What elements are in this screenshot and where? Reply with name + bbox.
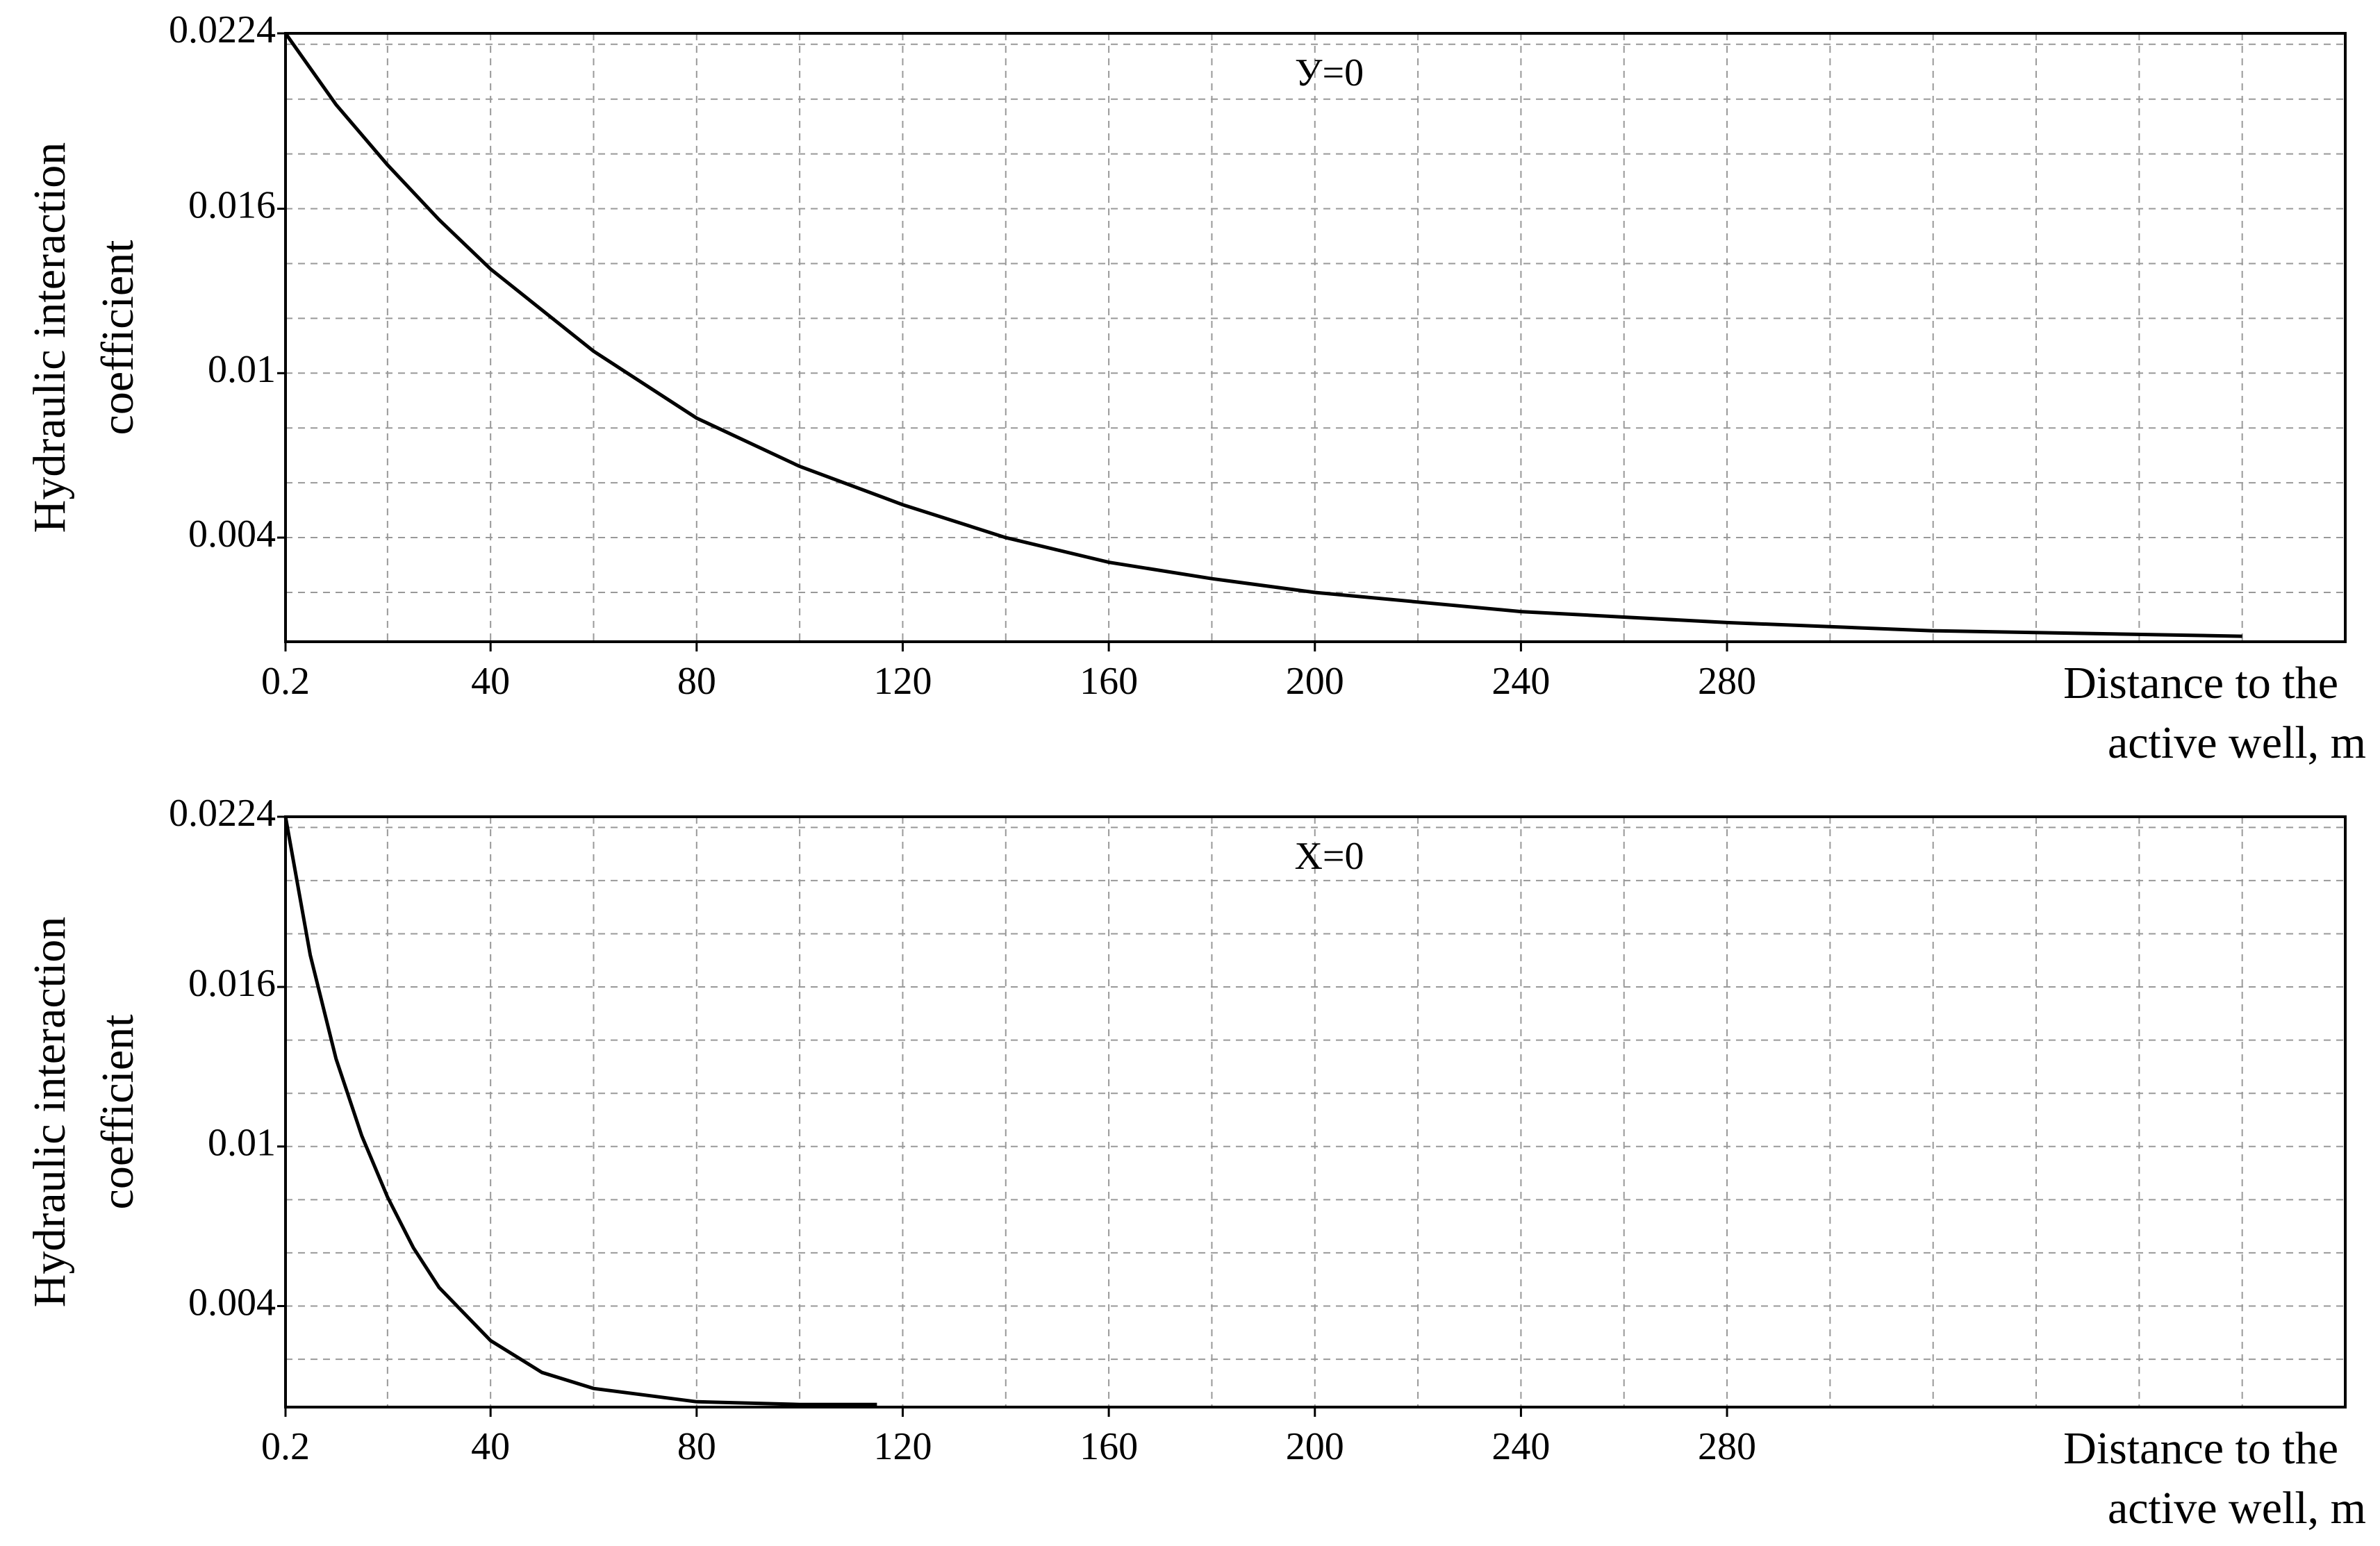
x-tick-label: 160 (1080, 660, 1138, 703)
x-tick-label: 280 (1698, 660, 1756, 703)
y-tick-label: 0.0224 (169, 8, 276, 51)
data-line (283, 816, 877, 1406)
y-tick-label: 0.004 (188, 513, 276, 556)
y-axis-label: coefficient (92, 1015, 143, 1210)
y-tick-label: 0.016 (188, 183, 276, 226)
y-tick-label: 0.004 (188, 1281, 276, 1324)
x-tick-label: 240 (1491, 660, 1550, 703)
y-tick-label: 0.01 (208, 348, 276, 391)
x-tick-label: 0.2 (261, 1425, 310, 1468)
y-axis-label: coefficient (92, 240, 143, 435)
x-tick-label: 0.2 (261, 660, 310, 703)
x-tick-label: 80 (677, 660, 716, 703)
y-tick-label: 0.016 (188, 962, 276, 1005)
x-tick-label: 40 (471, 1425, 510, 1468)
y-axis-label: Hydraulic interaction (24, 917, 75, 1308)
x-tick-label: 40 (471, 660, 510, 703)
annotation: У=0 (1295, 51, 1364, 94)
y-tick-label: 0.01 (208, 1122, 276, 1165)
x-tick-label: 120 (873, 1425, 932, 1468)
x-tick-label: 80 (677, 1425, 716, 1468)
y-axis-label: Hydraulic interaction (24, 142, 75, 533)
x-tick-label: 280 (1698, 1425, 1756, 1468)
x-tick-label: 240 (1491, 1425, 1550, 1468)
x-tick-label: 200 (1286, 1425, 1344, 1468)
x-axis-label: active well, m (2108, 1483, 2366, 1533)
y-tick-label: 0.0224 (169, 792, 276, 835)
annotation: X=0 (1294, 835, 1364, 878)
x-tick-label: 200 (1286, 660, 1344, 703)
x-axis-label: Distance to the (2063, 658, 2338, 708)
data-line (283, 32, 2242, 638)
x-axis-label: Distance to the (2063, 1423, 2338, 1474)
x-tick-label: 160 (1080, 1425, 1138, 1468)
x-axis-label: active well, m (2108, 717, 2366, 768)
x-tick-label: 120 (873, 660, 932, 703)
